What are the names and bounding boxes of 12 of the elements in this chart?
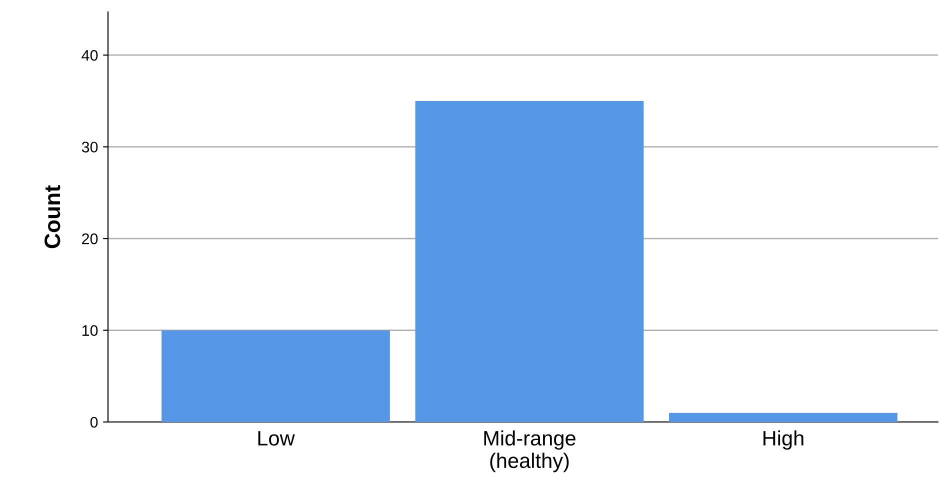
y-tick-label: 40 [82, 50, 98, 61]
x-tick-label: Mid-range (healthy) [484, 430, 576, 472]
bar [162, 330, 390, 422]
y-tick-label: 20 [82, 233, 98, 244]
x-tick-label: High [764, 430, 804, 450]
bar [669, 412, 898, 422]
x-tick-label: Low [258, 431, 295, 446]
bar [415, 100, 644, 422]
y-axis-title: Count [44, 185, 60, 248]
y-tick-label: 30 [82, 142, 98, 153]
y-tick-label: 10 [82, 325, 98, 336]
y-tick-label: 0 [90, 416, 98, 428]
